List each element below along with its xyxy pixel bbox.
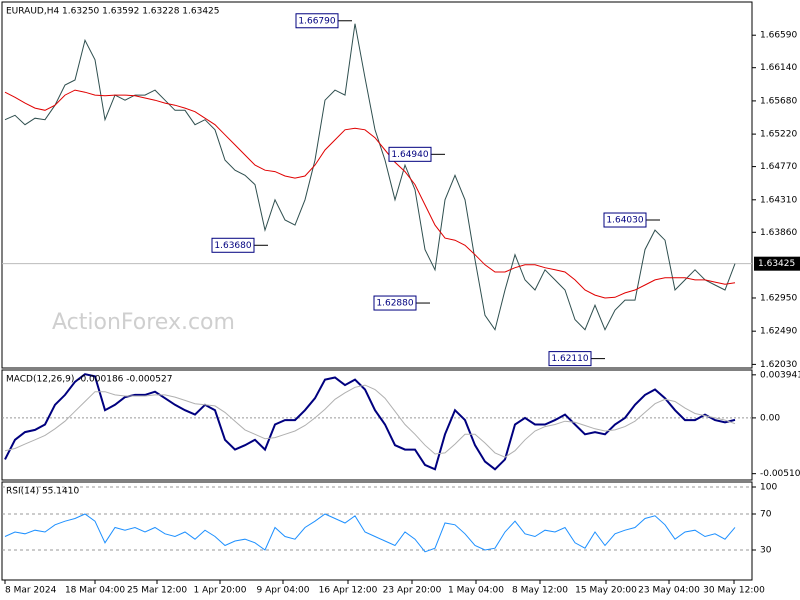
panel-title: RSI(14) 55.1410	[6, 487, 79, 497]
y-tick-label: 30	[760, 546, 772, 556]
x-tick-label: 25 Mar 12:00	[127, 586, 187, 596]
y-tick-label: 1.63860	[760, 228, 797, 238]
series-line	[4, 89, 736, 299]
x-tick-label: 8 Mar 2024	[5, 586, 57, 596]
x-tick-label: 23 May 04:00	[638, 586, 700, 596]
annotation-label: 1.62880	[376, 299, 413, 309]
y-tick-label: 1.65680	[760, 96, 797, 106]
panel-frame	[1, 481, 753, 581]
y-tick-label: 1.64770	[760, 162, 797, 172]
y-tick-label: 1.62030	[760, 360, 797, 370]
y-tick-label: 100	[760, 483, 777, 493]
x-tick-label: 18 Mar 04:00	[65, 586, 125, 596]
y-tick-label: 1.62950	[760, 293, 797, 303]
panel-title: MACD(12,26,9) -0.000186 -0.000527	[6, 375, 172, 385]
y-tick-label: -0.005103	[760, 469, 800, 479]
y-tick-label: 1.62490	[760, 327, 797, 337]
annotation-box	[295, 13, 339, 29]
panel-frame	[1, 369, 753, 481]
x-tick-label: 16 Apr 12:00	[319, 586, 378, 596]
series-line	[4, 23, 736, 331]
x-tick-label: 9 Apr 04:00	[257, 586, 310, 596]
annotation-label: 1.62110	[551, 354, 588, 364]
x-tick-label: 1 Apr 20:00	[194, 586, 247, 596]
annotation-box	[388, 146, 432, 162]
y-tick-label: 1.66140	[760, 63, 797, 73]
annotation-label: 1.66790	[298, 16, 335, 26]
watermark: ActionForex.com	[52, 310, 235, 335]
annotation-label: 1.64030	[606, 216, 643, 226]
y-tick-label: 70	[760, 510, 772, 520]
series-line	[4, 373, 736, 471]
annotation-label: 1.64940	[391, 150, 428, 160]
panel-title: EURAUD,H4 1.63250 1.63592 1.63228 1.6342…	[6, 7, 220, 17]
panel-frame	[1, 1, 753, 369]
x-tick-label: 8 May 12:00	[512, 586, 568, 596]
y-tick-label: 1.66590	[760, 31, 797, 41]
annotation-box	[373, 295, 417, 311]
annotation-box	[211, 237, 255, 253]
last-price-box	[754, 256, 800, 271]
annotation-label: 1.63680	[214, 241, 251, 251]
y-tick-label: 1.64310	[760, 195, 797, 205]
x-tick-label: 15 May 20:00	[575, 586, 637, 596]
y-tick-label: 0.00	[760, 413, 780, 423]
annotation-box	[603, 212, 647, 228]
x-tick-label: 1 May 04:00	[448, 586, 504, 596]
y-tick-label: 1.65220	[760, 130, 797, 140]
series-line	[4, 513, 736, 553]
x-tick-label: 30 May 12:00	[703, 586, 765, 596]
annotation-box	[548, 351, 592, 367]
y-tick-label: 0.003941	[760, 370, 800, 380]
x-tick-label: 23 Apr 20:00	[383, 586, 442, 596]
last-price-label: 1.63425	[758, 259, 795, 269]
series-line	[4, 384, 736, 458]
